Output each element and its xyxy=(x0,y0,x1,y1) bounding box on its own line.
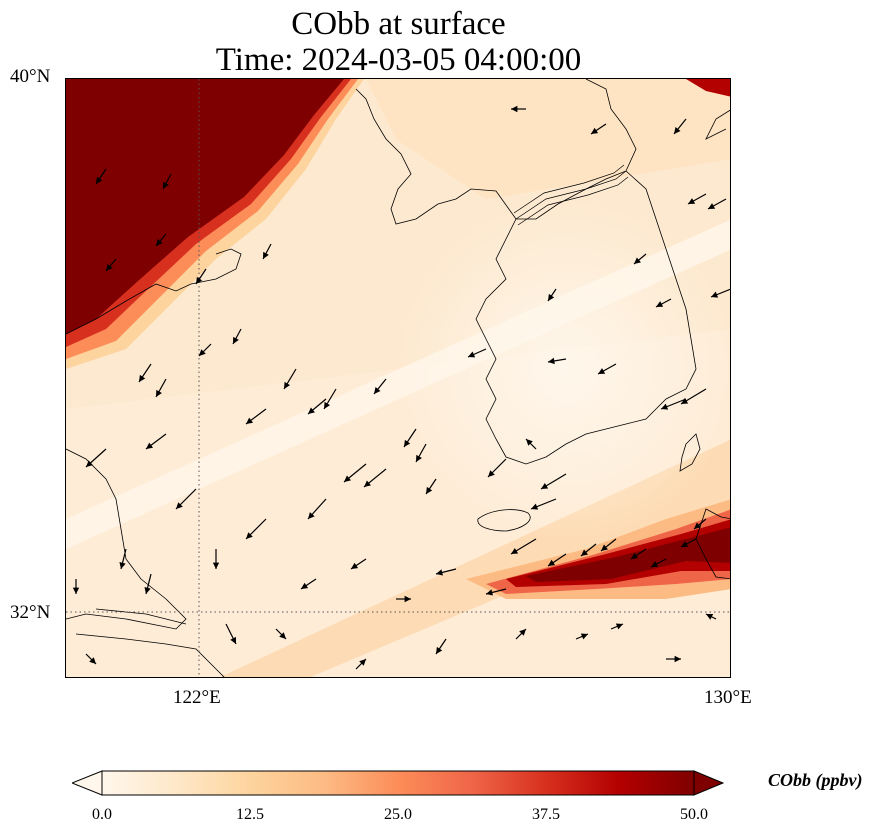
wind-vector-head xyxy=(119,562,126,569)
wind-vector-head xyxy=(176,502,183,509)
colorbar-tick-0: 0.0 xyxy=(92,806,112,823)
wind-vector-head xyxy=(591,127,599,134)
colorbar-tick-2: 25.0 xyxy=(384,806,412,823)
wind-vector-head xyxy=(196,276,203,284)
colorbar-tick-4: 50.0 xyxy=(680,806,708,823)
map-time: Time: 2024-03-05 04:00:00 xyxy=(215,42,582,78)
wind-vector-head xyxy=(230,636,236,644)
wind-vector-head xyxy=(374,387,381,394)
map-canvas xyxy=(66,79,730,677)
wind-vector-head xyxy=(404,595,411,603)
wind-vector-head xyxy=(541,482,549,489)
wind-vector-head xyxy=(708,203,716,209)
colorbar xyxy=(70,770,725,796)
wind-vector-head xyxy=(581,549,588,556)
wind-vector-head xyxy=(139,374,146,382)
wind-vector-head xyxy=(308,512,315,519)
wind-vector-head xyxy=(246,417,254,424)
colorbar-label: CObb (ppbv) xyxy=(768,770,863,790)
wind-vector-head xyxy=(351,562,359,569)
colorbar-svg xyxy=(70,770,725,796)
wind-vector-head xyxy=(426,486,433,494)
wind-vector-head xyxy=(263,251,269,259)
wind-vector-head xyxy=(598,368,606,374)
wind-vector-head xyxy=(681,397,689,404)
wind-vector-head xyxy=(436,646,443,654)
lat-label-32n: 32°N xyxy=(10,602,51,623)
plume-nw-core xyxy=(66,79,344,334)
wind-vector-head xyxy=(156,239,163,246)
wind-vector-head xyxy=(359,659,366,666)
wind-vector-head xyxy=(526,439,533,446)
lat-label-40n: 40°N xyxy=(10,66,51,87)
field-northeast xyxy=(366,79,730,199)
wind-vector-head xyxy=(674,655,681,663)
wind-vector-head xyxy=(674,127,681,134)
wind-vector-head xyxy=(688,198,696,204)
map-title: CObb at surface xyxy=(291,6,506,42)
wind-vector-head xyxy=(212,562,220,569)
colorbar-ramp xyxy=(101,770,695,796)
colorbar-min-extend xyxy=(70,770,103,796)
lon-label-130e: 130°E xyxy=(704,687,752,708)
wind-vector-head xyxy=(163,181,169,189)
wind-vector-head xyxy=(548,357,555,365)
wind-vector-head xyxy=(651,561,659,567)
wind-vector-head xyxy=(694,522,701,529)
colorbar-tick-1: 12.5 xyxy=(236,806,264,823)
plume-ne-corner xyxy=(686,79,730,97)
coastlines xyxy=(66,79,730,677)
wind-vector-head xyxy=(706,614,714,620)
wind-vector-head xyxy=(72,587,80,594)
wind-vector-head xyxy=(279,632,286,639)
wind-vectors xyxy=(72,105,730,670)
wind-vector-head xyxy=(531,503,539,510)
wind-vector-head xyxy=(488,470,495,477)
colorbar-tick-3: 37.5 xyxy=(532,806,560,823)
wind-vector-head xyxy=(89,657,96,664)
lon-label-122e: 122°E xyxy=(173,687,221,708)
wind-vector-head xyxy=(106,264,113,271)
wind-vector-head xyxy=(436,569,443,576)
wind-vector-head xyxy=(416,454,422,462)
wind-vector-head xyxy=(146,442,154,449)
wind-vector-head xyxy=(661,403,669,410)
wind-vector-head xyxy=(631,552,639,559)
wind-vector-head xyxy=(615,623,623,630)
wind-vector-head xyxy=(634,257,641,264)
wind-vector-head xyxy=(144,587,151,594)
wind-vector-head xyxy=(284,381,291,389)
wind-vector-head xyxy=(344,475,351,482)
wind-vector-head xyxy=(364,480,371,487)
wind-vector-head xyxy=(324,401,331,409)
wind-vector-head xyxy=(301,582,309,589)
wind-vector-head xyxy=(96,176,103,184)
wind-vector-head xyxy=(486,589,493,596)
map-panel xyxy=(65,78,731,678)
wind-vector-head xyxy=(601,544,608,551)
plume-s-core xyxy=(526,527,730,582)
wind-vector-head xyxy=(233,336,239,344)
wind-vector-head xyxy=(86,460,93,467)
wind-vector-head xyxy=(199,349,206,356)
wind-vector-head xyxy=(681,541,689,547)
wind-vector-head xyxy=(519,629,526,636)
wind-vector-head xyxy=(511,547,519,554)
wind-vector-head xyxy=(580,633,588,640)
wind-vector-head xyxy=(404,439,411,447)
wind-vector-head xyxy=(656,301,664,307)
field-korea-low xyxy=(396,199,730,539)
wind-vector-head xyxy=(711,291,719,298)
wind-vector-head xyxy=(548,559,556,566)
wind-vector-head xyxy=(548,293,555,301)
wind-vector-head xyxy=(156,389,162,397)
wind-vector-head xyxy=(511,105,518,113)
wind-vector-head xyxy=(308,407,315,414)
colorbar-max-extend xyxy=(693,770,725,796)
wind-vector-head xyxy=(468,351,476,358)
